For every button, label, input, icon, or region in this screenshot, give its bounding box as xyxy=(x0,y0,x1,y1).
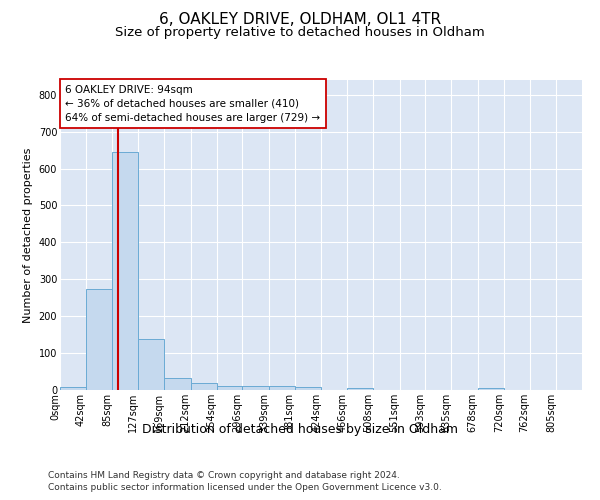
Text: 6 OAKLEY DRIVE: 94sqm
← 36% of detached houses are smaller (410)
64% of semi-det: 6 OAKLEY DRIVE: 94sqm ← 36% of detached … xyxy=(65,84,320,122)
Text: Contains public sector information licensed under the Open Government Licence v3: Contains public sector information licen… xyxy=(48,484,442,492)
Text: Size of property relative to detached houses in Oldham: Size of property relative to detached ho… xyxy=(115,26,485,39)
Bar xyxy=(269,386,295,390)
Bar xyxy=(86,288,112,390)
Bar xyxy=(138,339,164,390)
Bar xyxy=(60,387,86,390)
Bar xyxy=(242,386,269,390)
Text: Contains HM Land Registry data © Crown copyright and database right 2024.: Contains HM Land Registry data © Crown c… xyxy=(48,471,400,480)
Bar xyxy=(478,388,504,390)
Bar xyxy=(217,386,242,390)
Text: Distribution of detached houses by size in Oldham: Distribution of detached houses by size … xyxy=(142,422,458,436)
Bar xyxy=(112,152,138,390)
Bar xyxy=(164,378,191,390)
Bar xyxy=(295,387,322,390)
Bar xyxy=(347,388,373,390)
Bar xyxy=(191,384,217,390)
Y-axis label: Number of detached properties: Number of detached properties xyxy=(23,148,33,322)
Text: 6, OAKLEY DRIVE, OLDHAM, OL1 4TR: 6, OAKLEY DRIVE, OLDHAM, OL1 4TR xyxy=(159,12,441,28)
